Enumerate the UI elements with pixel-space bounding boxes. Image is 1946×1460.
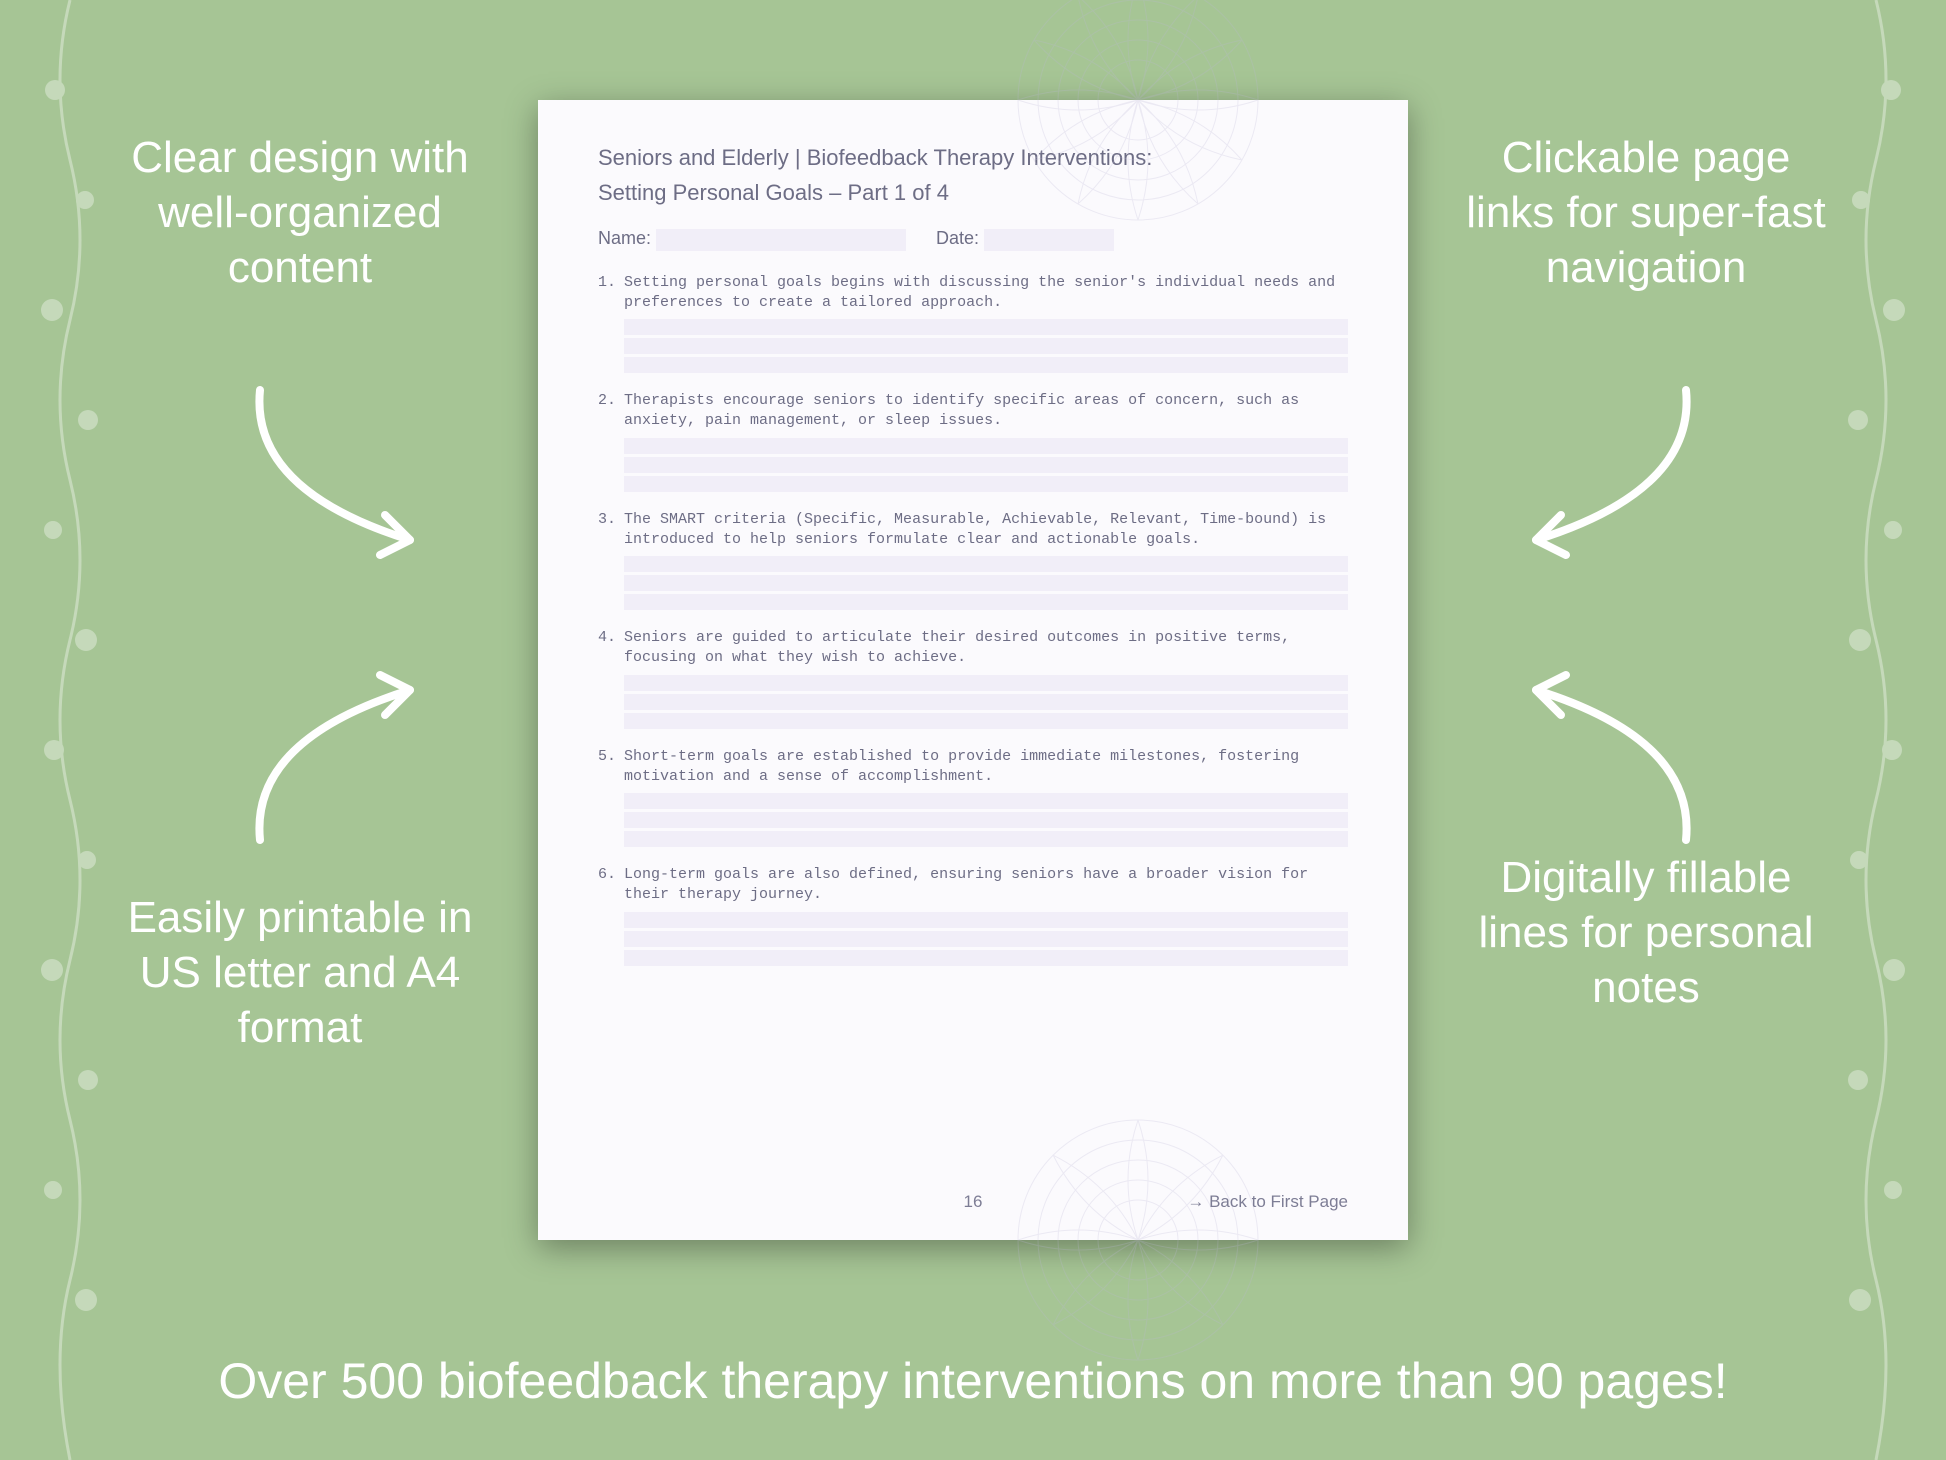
item-number: 2. xyxy=(598,391,616,432)
fillable-lines[interactable] xyxy=(624,912,1348,966)
item-text: Long-term goals are also defined, ensuri… xyxy=(624,865,1348,906)
document-page: Seniors and Elderly | Biofeedback Therap… xyxy=(538,100,1408,1240)
fillable-line[interactable] xyxy=(624,912,1348,928)
item-row: 4.Seniors are guided to articulate their… xyxy=(598,628,1348,669)
fillable-line[interactable] xyxy=(624,476,1348,492)
document-header: Seniors and Elderly | Biofeedback Therap… xyxy=(598,140,1348,210)
footer-banner: Over 500 biofeedback therapy interventio… xyxy=(0,1352,1946,1410)
item-text: Seniors are guided to articulate their d… xyxy=(624,628,1348,669)
page-number: 16 xyxy=(964,1192,983,1212)
fillable-lines[interactable] xyxy=(624,319,1348,373)
item-text: The SMART criteria (Specific, Measurable… xyxy=(624,510,1348,551)
arrow-top-left xyxy=(230,370,450,570)
page-footer: 16 → Back to First Page xyxy=(598,1192,1348,1212)
items-list: 1.Setting personal goals begins with dis… xyxy=(598,273,1348,966)
doc-header-line2: Setting Personal Goals – Part 1 of 4 xyxy=(598,175,1348,210)
item-text: Therapists encourage seniors to identify… xyxy=(624,391,1348,432)
worksheet-item: 1.Setting personal goals begins with dis… xyxy=(598,273,1348,374)
item-row: 6.Long-term goals are also defined, ensu… xyxy=(598,865,1348,906)
item-text: Setting personal goals begins with discu… xyxy=(624,273,1348,314)
callout-bottom-right: Digitally fillable lines for personal no… xyxy=(1466,850,1826,1015)
fillable-line[interactable] xyxy=(624,793,1348,809)
mandala-decoration-bottom xyxy=(1008,1110,1268,1370)
date-field-group: Date: xyxy=(936,228,1114,250)
worksheet-item: 2.Therapists encourage seniors to identi… xyxy=(598,391,1348,492)
fillable-line[interactable] xyxy=(624,594,1348,610)
fillable-line[interactable] xyxy=(624,931,1348,947)
fillable-line[interactable] xyxy=(624,556,1348,572)
fillable-line[interactable] xyxy=(624,338,1348,354)
fillable-line[interactable] xyxy=(624,575,1348,591)
item-row: 2.Therapists encourage seniors to identi… xyxy=(598,391,1348,432)
fillable-line[interactable] xyxy=(624,319,1348,335)
item-row: 5.Short-term goals are established to pr… xyxy=(598,747,1348,788)
worksheet-item: 3.The SMART criteria (Specific, Measurab… xyxy=(598,510,1348,611)
item-number: 6. xyxy=(598,865,616,906)
back-to-first-link[interactable]: → Back to First Page xyxy=(1187,1192,1348,1212)
doc-header-line1: Seniors and Elderly | Biofeedback Therap… xyxy=(598,140,1348,175)
fillable-line[interactable] xyxy=(624,713,1348,729)
item-number: 4. xyxy=(598,628,616,669)
decorative-vine-left xyxy=(20,0,120,1460)
callout-bottom-left: Easily printable in US letter and A4 for… xyxy=(120,890,480,1055)
worksheet-item: 5.Short-term goals are established to pr… xyxy=(598,747,1348,848)
decorative-vine-right xyxy=(1826,0,1926,1460)
item-number: 1. xyxy=(598,273,616,314)
worksheet-item: 6.Long-term goals are also defined, ensu… xyxy=(598,865,1348,966)
name-field-group: Name: xyxy=(598,228,906,250)
name-input[interactable] xyxy=(656,229,906,251)
name-date-row: Name: Date: xyxy=(598,228,1348,250)
fillable-line[interactable] xyxy=(624,950,1348,966)
date-input[interactable] xyxy=(984,229,1114,251)
fillable-lines[interactable] xyxy=(624,793,1348,847)
arrow-bottom-left xyxy=(230,660,450,860)
fillable-line[interactable] xyxy=(624,457,1348,473)
fillable-line[interactable] xyxy=(624,831,1348,847)
name-label: Name: xyxy=(598,228,651,248)
fillable-lines[interactable] xyxy=(624,675,1348,729)
date-label: Date: xyxy=(936,228,979,248)
worksheet-item: 4.Seniors are guided to articulate their… xyxy=(598,628,1348,729)
item-row: 1.Setting personal goals begins with dis… xyxy=(598,273,1348,314)
fillable-line[interactable] xyxy=(624,694,1348,710)
item-number: 3. xyxy=(598,510,616,551)
arrow-bottom-right xyxy=(1496,660,1716,860)
callout-top-right: Clickable page links for super-fast navi… xyxy=(1466,130,1826,295)
arrow-top-right xyxy=(1496,370,1716,570)
item-text: Short-term goals are established to prov… xyxy=(624,747,1348,788)
fillable-line[interactable] xyxy=(624,357,1348,373)
item-number: 5. xyxy=(598,747,616,788)
fillable-line[interactable] xyxy=(624,812,1348,828)
callout-top-left: Clear design with well-organized content xyxy=(120,130,480,295)
fillable-lines[interactable] xyxy=(624,438,1348,492)
item-row: 3.The SMART criteria (Specific, Measurab… xyxy=(598,510,1348,551)
fillable-lines[interactable] xyxy=(624,556,1348,610)
fillable-line[interactable] xyxy=(624,675,1348,691)
fillable-line[interactable] xyxy=(624,438,1348,454)
